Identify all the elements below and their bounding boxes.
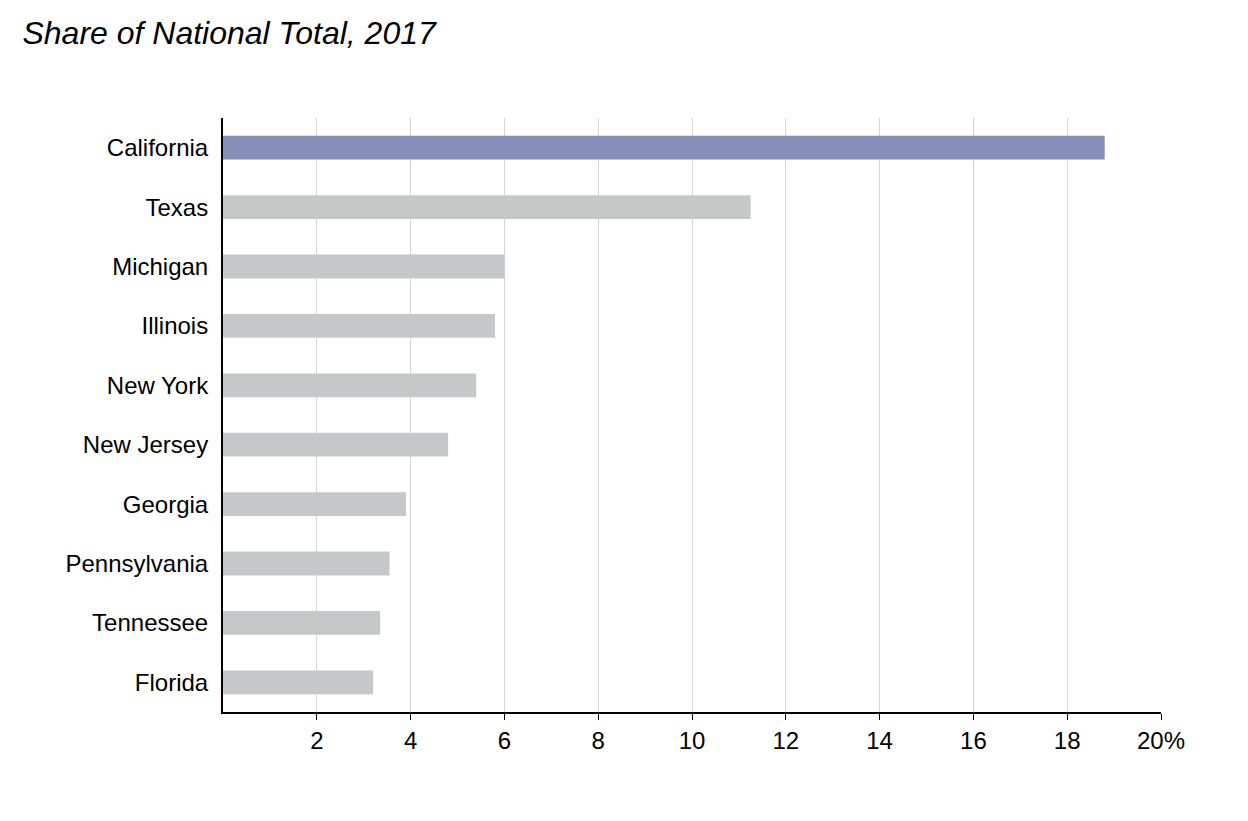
svg-text:New York: New York: [107, 372, 209, 399]
svg-text:20%: 20%: [1137, 727, 1185, 754]
svg-text:New Jersey: New Jersey: [83, 431, 208, 458]
svg-text:Georgia: Georgia: [123, 491, 209, 518]
svg-text:12: 12: [772, 727, 799, 754]
svg-text:Share of National Total, 2017: Share of National Total, 2017: [22, 15, 437, 51]
svg-text:4: 4: [404, 727, 417, 754]
svg-text:18: 18: [1054, 727, 1081, 754]
svg-text:Tennessee: Tennessee: [92, 609, 208, 636]
svg-text:Illinois: Illinois: [141, 312, 208, 339]
svg-text:14: 14: [866, 727, 893, 754]
svg-text:Pennsylvania: Pennsylvania: [65, 550, 208, 577]
svg-text:California: California: [107, 134, 209, 161]
svg-text:Texas: Texas: [145, 194, 208, 221]
svg-text:10: 10: [679, 727, 706, 754]
svg-text:6: 6: [498, 727, 511, 754]
svg-text:2: 2: [310, 727, 323, 754]
svg-text:8: 8: [592, 727, 605, 754]
svg-text:Michigan: Michigan: [112, 253, 208, 280]
svg-text:16: 16: [960, 727, 987, 754]
svg-text:Florida: Florida: [135, 669, 209, 696]
